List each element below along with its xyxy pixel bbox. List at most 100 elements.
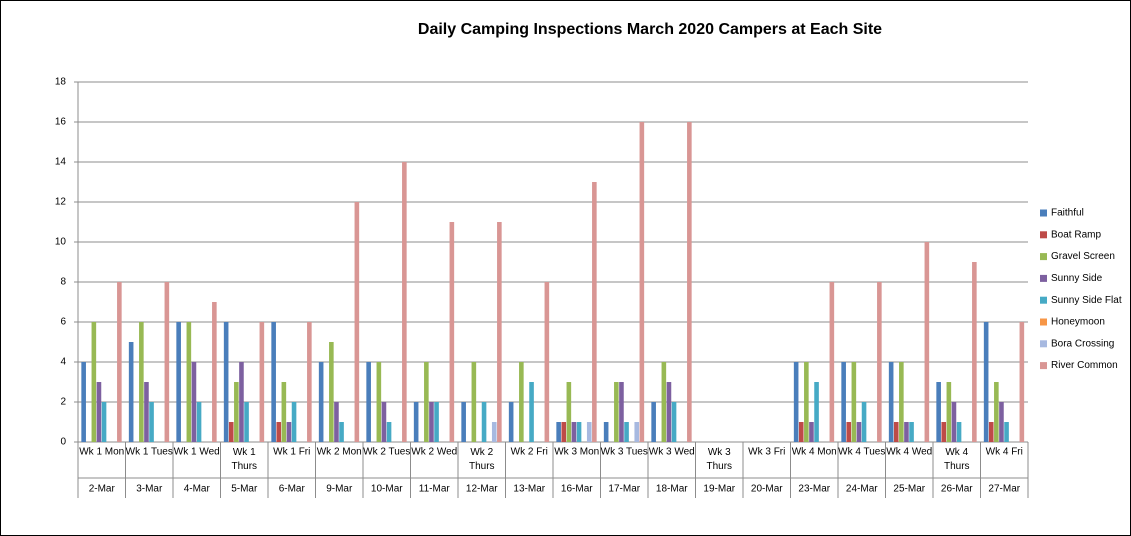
bar	[471, 362, 477, 442]
legend-swatch	[1040, 274, 1047, 282]
bar	[666, 382, 672, 442]
legend-label: Boat Ramp	[1051, 229, 1101, 240]
bar	[276, 422, 282, 442]
bar	[234, 382, 239, 442]
bar	[128, 342, 134, 442]
bar	[1004, 422, 1009, 442]
bar	[481, 402, 487, 442]
x-group-label: 3-Mar	[136, 484, 163, 495]
x-tick-label: Wk 2 Wed	[411, 447, 457, 458]
bar	[861, 402, 867, 442]
bar	[212, 302, 217, 442]
x-tick-label: Wk 2 Thurs	[469, 447, 495, 472]
bar	[877, 282, 882, 442]
x-tick-label: Wk 3 Fri	[748, 447, 785, 458]
bar	[793, 362, 799, 442]
bar	[176, 322, 181, 442]
x-tick-label: Wk 4 Tues	[838, 447, 885, 458]
bar	[139, 322, 144, 442]
x-tick-label: Wk 1 Wed	[174, 447, 220, 458]
legend-label: Sunny Side Flat	[1051, 295, 1122, 306]
legend-swatch	[1040, 362, 1047, 370]
y-tick-label: 18	[55, 77, 67, 88]
bar	[449, 222, 455, 442]
y-tick-label: 0	[60, 437, 66, 448]
bar	[814, 382, 819, 442]
x-group-label: 4-Mar	[184, 484, 211, 495]
bar	[244, 402, 249, 442]
bar	[491, 422, 497, 442]
bar	[307, 322, 312, 442]
legend-label: River Common	[1051, 360, 1118, 371]
bar	[508, 402, 514, 442]
bar	[856, 422, 862, 442]
x-tick-label: Wk 4 Mon	[792, 447, 837, 458]
x-tick-label: Wk 1 Mon	[79, 447, 124, 458]
x-tick-label: Wk 2 Fri	[511, 447, 548, 458]
bar	[291, 402, 297, 442]
bar	[603, 422, 609, 442]
x-tick-label: Wk 1 Thurs	[231, 447, 257, 472]
bar	[956, 422, 962, 442]
y-tick-label: 6	[60, 317, 66, 328]
bar	[651, 402, 656, 442]
bar	[81, 362, 86, 442]
bar	[144, 382, 149, 442]
bar	[281, 382, 287, 442]
bar	[829, 282, 835, 442]
bar	[972, 262, 977, 442]
bar	[586, 422, 592, 442]
legend-swatch	[1040, 318, 1047, 326]
bar	[687, 122, 692, 442]
x-tick-label: Wk 1 Fri	[273, 447, 310, 458]
x-tick-label: Wk 2 Tues	[363, 447, 410, 458]
bar	[376, 362, 382, 442]
legend-label: Bora Crossing	[1051, 338, 1114, 349]
bar	[186, 322, 192, 442]
x-tick-label: Wk 3 Mon	[554, 447, 599, 458]
x-group-label: 13-Mar	[513, 484, 545, 495]
bar	[566, 382, 572, 442]
bar	[286, 422, 292, 442]
bar	[671, 402, 677, 442]
bar	[164, 282, 170, 442]
bar	[561, 422, 567, 442]
bar	[634, 422, 640, 442]
bar	[941, 422, 947, 442]
x-group-label: 5-Mar	[231, 484, 258, 495]
x-group-label: 2-Mar	[89, 484, 116, 495]
legend-label: Gravel Screen	[1051, 251, 1115, 262]
legend-label: Sunny Side	[1051, 273, 1103, 284]
bar	[386, 422, 392, 442]
chart-title: Daily Camping Inspections March 2020 Cam…	[418, 21, 882, 38]
bar	[1019, 322, 1025, 442]
y-tick-label: 4	[60, 357, 66, 368]
bar	[924, 242, 930, 442]
bar	[893, 422, 899, 442]
legend-swatch	[1040, 296, 1047, 304]
x-tick-label: Wk 4 Fri	[986, 447, 1023, 458]
x-tick-label: Wk 4 Thurs	[944, 447, 970, 472]
legend-label: Faithful	[1051, 208, 1084, 219]
x-tick-label: Wk 2 Mon	[317, 447, 362, 458]
bar	[909, 422, 914, 442]
bar	[841, 362, 846, 442]
bar	[259, 322, 265, 442]
bar	[936, 382, 941, 442]
bar	[117, 282, 122, 442]
x-group-label: 17-Mar	[608, 484, 640, 495]
x-group-label: 11-Mar	[419, 484, 451, 495]
bar	[334, 402, 339, 442]
bar	[576, 422, 582, 442]
bar	[354, 202, 360, 442]
bar	[899, 362, 904, 442]
legend-swatch	[1040, 253, 1047, 261]
bar	[904, 422, 909, 442]
bar	[999, 402, 1004, 442]
x-group-label: 10-Mar	[371, 484, 403, 495]
x-tick-label: Wk 3 Tues	[601, 447, 648, 458]
x-group-label: 12-Mar	[466, 484, 498, 495]
x-group-label: 23-Mar	[798, 484, 830, 495]
legend-label: Honeymoon	[1051, 317, 1105, 328]
